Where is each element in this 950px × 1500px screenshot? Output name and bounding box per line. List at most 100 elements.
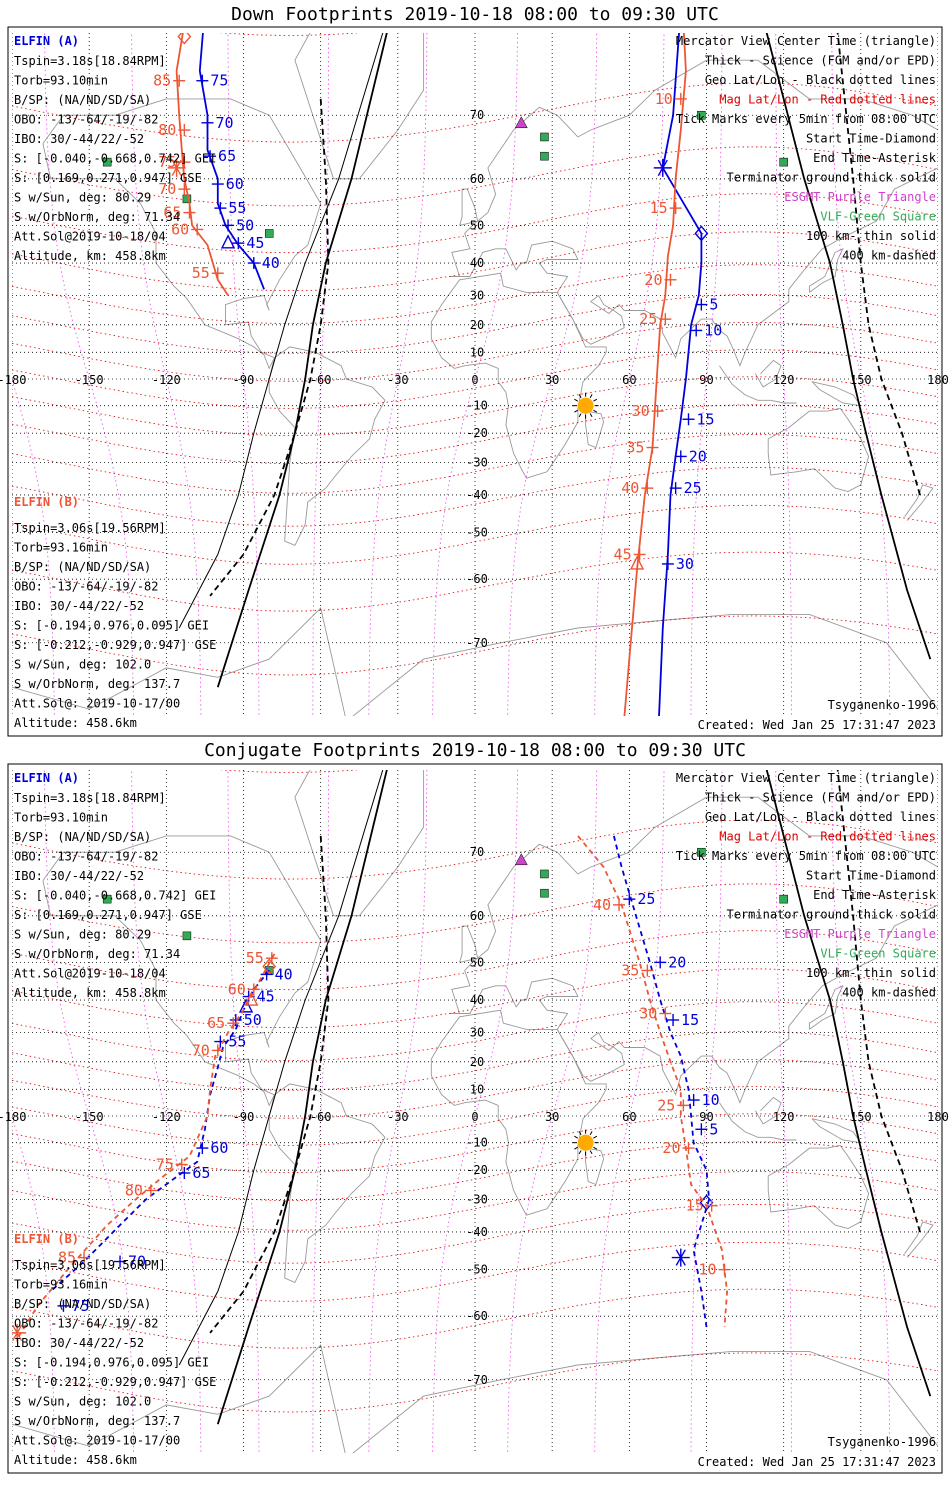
elfin-b-tick-label: 15 [650,199,668,217]
sun-ray [589,394,593,399]
terminator-ground-west [216,770,388,1425]
elfin-b-info-line: Torb=93.16min [14,1278,108,1292]
legend-entry: Geo Lat/Lon - Black dotted lines [705,810,936,824]
vlf-square-icon [102,894,112,904]
elfin-a-tick-label: 10 [704,321,722,339]
elfin-b-tick-label: 30 [632,402,650,420]
mag-lat-line [12,1171,938,1231]
elfin-a-center-triangle-icon [238,998,254,1013]
elfin-b-info-line: Att.Sol@: 2019-10-17/00 [14,1434,180,1448]
elfin-a-tick-label: 25 [684,479,702,497]
elfin-b-info-line: Tspin=3.06s[19.56RPM] [14,1258,166,1272]
lon-tick-label: 60 [622,1110,636,1124]
sun-ray [589,1131,593,1136]
elfin-b-tick-label: 35 [621,961,639,979]
elfin-b-info: ELFIN (B) Tspin=3.06s[19.56RPM] Torb=93.16… [14,1232,216,1467]
mag-lat-line [12,231,938,292]
elfin-a-tick-label: 50 [236,216,254,234]
mag-lat-line [12,294,938,354]
lon-tick-label: -30 [387,1110,409,1124]
lat-tick-label: -50 [466,526,488,540]
elfin-a-info-line: B/SP: (NA/ND/SD/SA) [14,93,151,107]
coastline-6 [585,410,605,449]
elfin-b-tick-label: 20 [644,271,662,289]
lat-tick-label: -60 [466,572,488,586]
lon-tick-label: 120 [773,1110,795,1124]
mag-lat-line [12,466,938,527]
elfin-a-info-line: B/SP: (NA/ND/SD/SA) [14,830,151,844]
elfin-b-info-line: S w/Sun, deg: 102.0 [14,1395,151,1409]
lon-tick-label: 90 [699,1110,713,1124]
elfin-a-info-line: Att.Sol@2019-10-18/04 [14,967,166,981]
elfin-b-info-line: IBO: 30/-44/22/-52 [14,1336,144,1350]
mag-lat-line [12,1059,938,1119]
legend-entry: Start Time-Diamond [806,132,936,146]
legend-entry: Start Time-Diamond [806,869,936,883]
lat-tick-label: 30 [470,1026,484,1040]
legend-entry: ESGMT Purple Triangle [784,190,936,204]
elfin-a-tick-label: 55 [228,199,246,217]
lon-tick-label: 0 [471,1110,478,1124]
elfin-b-tick-label: 75 [158,153,176,171]
legend-entry: Tick Marks every 5min from 08:00 UTC [676,112,936,126]
terminator-100km [178,770,384,1366]
sun-ray [578,413,582,418]
mag-lat-line [12,883,938,944]
mag-lon-line [594,33,665,716]
elfin-a-tick-label: 5 [709,296,718,314]
sun-ray [574,1146,579,1150]
elfin-a-info-line: S: [0.169,0.271,0.947] GSE [14,908,202,922]
terminator-400km-west [209,835,330,1334]
elfin-a-info-line: Altitude, km: 458.8km [14,249,166,263]
elfin-b-info-line: IBO: 30/-44/22/-52 [14,599,144,613]
map-plot-area: 7570656055504540510152025308580757065605… [12,33,938,716]
panel-title-down: Down Footprints 2019-10-18 08:00 to 09:3… [231,4,719,25]
elfin-b-footprint-track [623,33,687,716]
elfin-b-tick-label: 10 [655,90,673,108]
elfin-b-info-line: B/SP: (NA/ND/SD/SA) [14,560,151,574]
lat-tick-label: -20 [466,426,488,440]
coastline-13 [12,1344,938,1453]
elfin-b-info: ELFIN (B) Tspin=3.06s[19.56RPM] Torb=93.16… [14,495,216,730]
coastline-6 [585,1147,605,1186]
vlf-square-icon [779,894,788,904]
terminator-ground-east [765,770,932,1397]
elfin-b-tick-label: 45 [614,545,632,563]
elfin-a-info-line: Tspin=3.18s[18.84RPM] [14,791,166,805]
elfin-a-tick-label: 15 [681,1011,699,1029]
lat-tick-label: -30 [466,455,488,469]
lon-tick-label: 150 [850,373,872,387]
lon-tick-label: -90 [233,1110,255,1124]
lat-tick-label: -70 [466,1373,488,1387]
lat-tick-label: 30 [470,289,484,303]
legend-entry: End Time-Asterisk [813,888,937,902]
elfin-b-tick-label: 60 [228,980,246,998]
elfin-b-info-line: S w/Sun, deg: 102.0 [14,658,151,672]
legend-entry: 100 km- thin solid [806,229,936,243]
lat-tick-label: 10 [470,345,484,359]
coastline-2 [294,770,425,917]
mag-lon-line [368,33,428,716]
elfin-b-info-line: Torb=93.16min [14,541,108,555]
elfin-b-info-line: S: [-0.212,-0.929,0.947] GSE [14,638,216,652]
elfin-b-center-triangle-icon [244,991,259,1006]
lat-tick-label: -10 [466,399,488,413]
lon-tick-label: -120 [152,373,181,387]
lat-tick-label: -50 [466,1263,488,1277]
elfin-b-tick-label: 80 [125,1181,143,1199]
mag-lon-line [368,770,428,1453]
lon-tick-label: -120 [152,1110,181,1124]
elfin-a-info-line: IBO: 30/-44/22/-52 [14,869,144,883]
legend-entry: 400 km-dashed [842,249,936,263]
elfin-b-tick-label: 20 [662,1139,680,1157]
lat-tick-label: -20 [466,1163,488,1177]
mag-lon-line [131,33,202,716]
elfin-b-info-line: Altitude: 458.6km [14,1453,137,1467]
elfin-a-tick-label: 40 [275,965,293,983]
legend-entry: Thick - Science (FGM and/or EPD) [705,54,936,68]
model-label: Tsyganenko-1996 [828,698,936,712]
lat-tick-label: 60 [470,172,484,186]
coastline-8 [719,365,797,404]
elfin-b-tick-label: 25 [639,310,657,328]
legend-entry: VLF-Green Square [820,947,936,961]
